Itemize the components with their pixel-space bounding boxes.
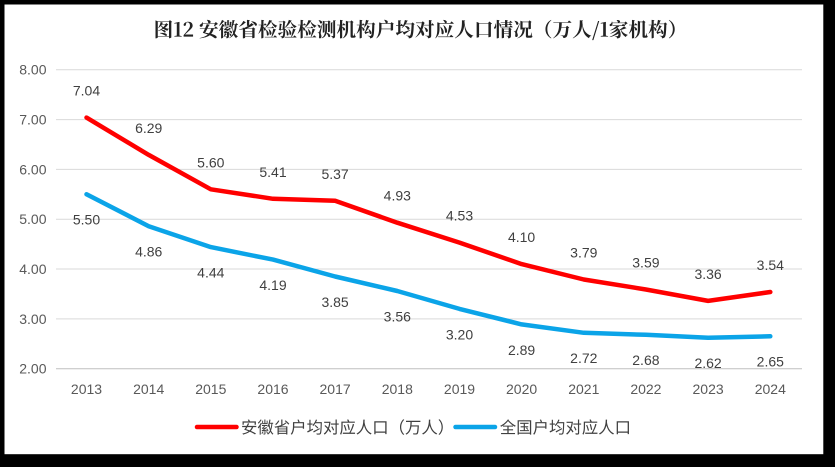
svg-text:2015: 2015 (195, 381, 226, 397)
svg-text:2023: 2023 (693, 381, 724, 397)
svg-text:2018: 2018 (382, 381, 413, 397)
svg-text:3.56: 3.56 (384, 308, 411, 324)
svg-text:6.29: 6.29 (135, 120, 162, 136)
svg-text:8.00: 8.00 (19, 62, 46, 78)
svg-text:4.00: 4.00 (19, 261, 46, 277)
svg-text:4.53: 4.53 (446, 208, 473, 224)
svg-text:5.41: 5.41 (259, 164, 286, 180)
svg-text:2021: 2021 (568, 381, 599, 397)
svg-text:2.68: 2.68 (632, 352, 659, 368)
svg-text:3.54: 3.54 (757, 257, 784, 273)
svg-text:2020: 2020 (506, 381, 537, 397)
svg-text:5.00: 5.00 (19, 211, 46, 227)
svg-text:2017: 2017 (320, 381, 351, 397)
svg-text:2014: 2014 (133, 381, 164, 397)
svg-text:4.10: 4.10 (508, 229, 535, 245)
svg-text:2.72: 2.72 (570, 350, 597, 366)
svg-text:3.20: 3.20 (446, 326, 473, 342)
svg-text:3.36: 3.36 (694, 266, 721, 282)
svg-text:2013: 2013 (71, 381, 102, 397)
svg-text:3.59: 3.59 (632, 255, 659, 271)
svg-text:2019: 2019 (444, 381, 475, 397)
svg-text:2.65: 2.65 (757, 354, 784, 370)
svg-text:7.00: 7.00 (19, 112, 46, 128)
svg-text:2.89: 2.89 (508, 342, 535, 358)
svg-text:5.37: 5.37 (321, 166, 348, 182)
svg-text:2.00: 2.00 (19, 361, 46, 377)
svg-text:2016: 2016 (257, 381, 288, 397)
svg-text:2024: 2024 (755, 381, 786, 397)
svg-text:3.85: 3.85 (321, 294, 348, 310)
svg-text:3.79: 3.79 (570, 245, 597, 261)
svg-text:7.04: 7.04 (73, 83, 100, 99)
svg-text:6.00: 6.00 (19, 161, 46, 177)
svg-text:4.44: 4.44 (197, 265, 224, 281)
svg-text:4.19: 4.19 (259, 277, 286, 293)
svg-text:2.62: 2.62 (694, 355, 721, 371)
svg-text:5.50: 5.50 (73, 212, 100, 228)
svg-text:4.93: 4.93 (384, 188, 411, 204)
svg-text:2022: 2022 (630, 381, 661, 397)
svg-text:3.00: 3.00 (19, 311, 46, 327)
svg-text:5.60: 5.60 (197, 154, 224, 170)
svg-text:4.86: 4.86 (135, 244, 162, 260)
